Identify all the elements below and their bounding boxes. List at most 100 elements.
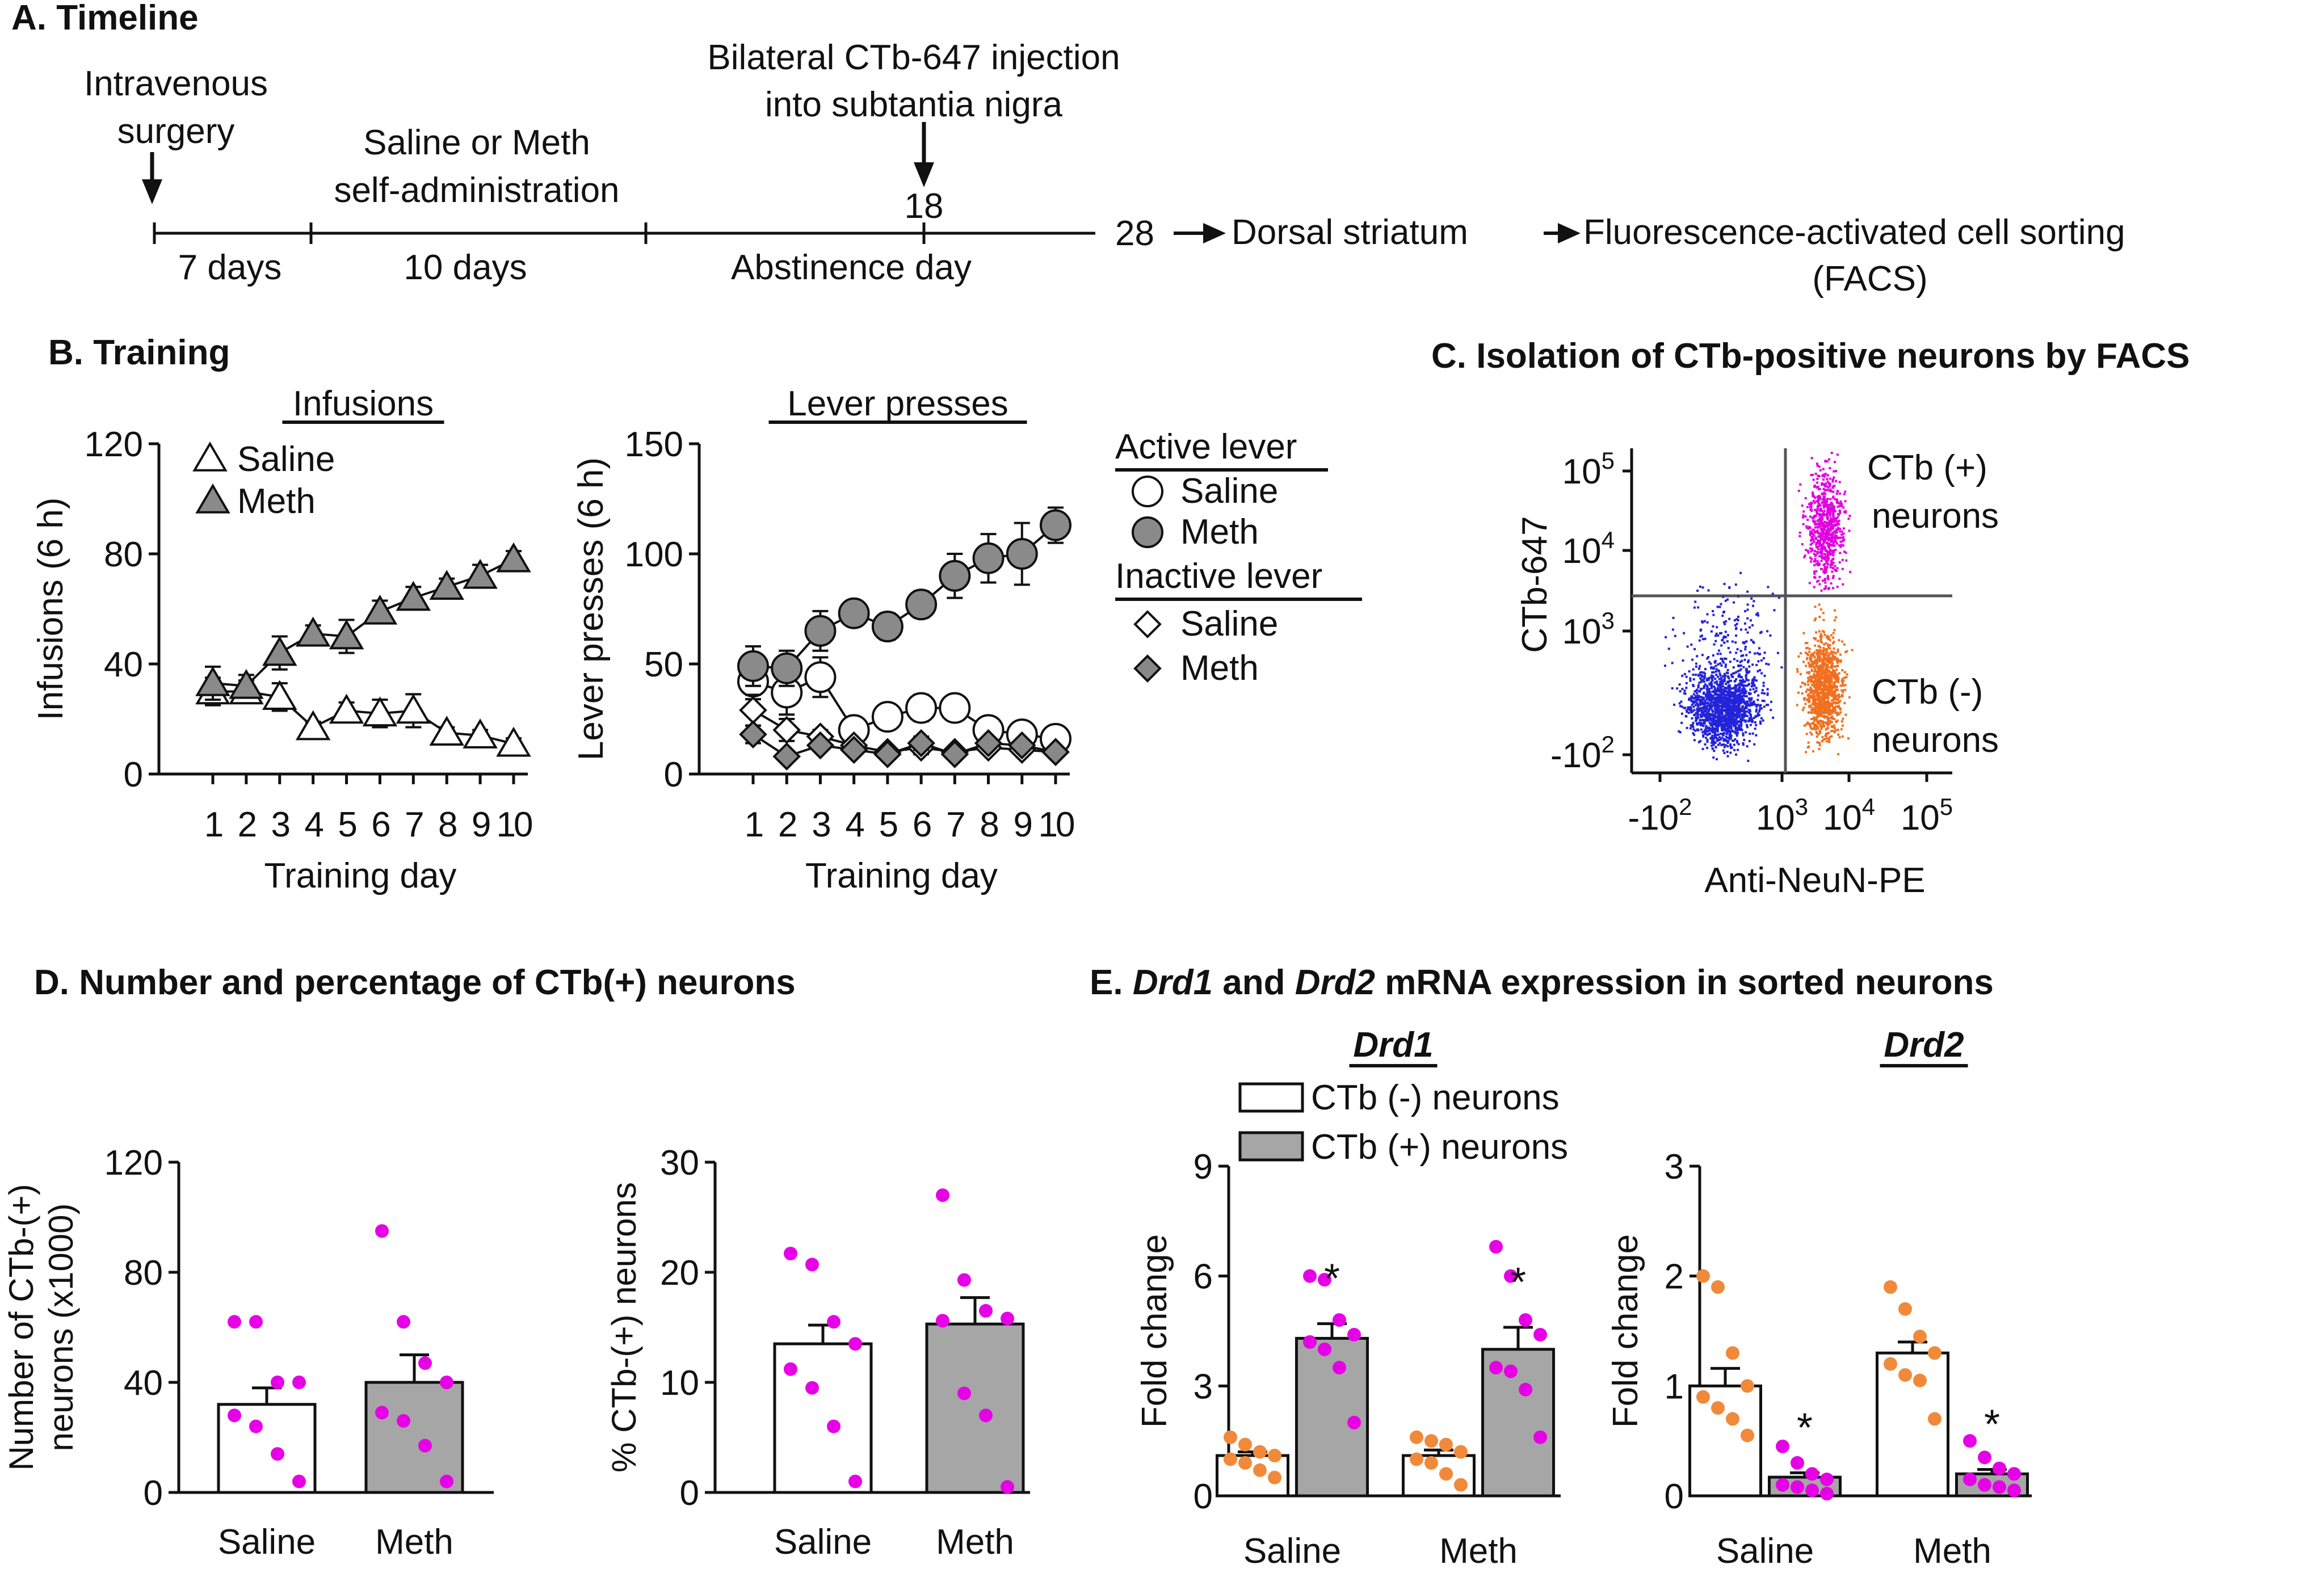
facs-event [1825, 571, 1827, 573]
facs-event [1809, 532, 1812, 535]
facs-event [1724, 738, 1727, 741]
facs-event [1831, 570, 1834, 573]
tick-exponent: 4 [1602, 527, 1615, 553]
facs-event [1807, 662, 1810, 665]
facs-event [1721, 659, 1724, 662]
facs-event [1714, 708, 1717, 711]
facs-event [1828, 670, 1831, 673]
facs-event [1692, 732, 1695, 735]
facs-event [1810, 557, 1813, 560]
data-dot [1820, 1487, 1834, 1501]
data-point [262, 636, 297, 666]
data-dot [228, 1315, 241, 1329]
facs-event [1825, 708, 1827, 710]
panel-e-title-a: E. [1090, 963, 1133, 1002]
facs-event [1726, 745, 1729, 748]
facs-event [1721, 727, 1724, 730]
facs-event [1823, 553, 1826, 556]
facs-event [1816, 719, 1818, 721]
facs-event [1722, 739, 1725, 742]
facs-event [1720, 657, 1722, 660]
facs-event [1806, 642, 1809, 645]
facs-event [1819, 731, 1822, 734]
facs-event [1740, 665, 1742, 667]
facs-event [1830, 657, 1833, 659]
facs-event [1709, 732, 1711, 735]
facs-event [1828, 458, 1830, 461]
facs-event [1679, 731, 1682, 734]
facs-event [1682, 659, 1684, 662]
y-tick-label: 3 [1665, 1147, 1684, 1187]
facs-event [1763, 692, 1766, 695]
facs-event [1748, 740, 1751, 742]
facs-event [1829, 647, 1831, 650]
facs-event [1810, 660, 1813, 663]
facs-event [1832, 665, 1834, 668]
facs-event [1828, 546, 1830, 549]
facs-event [1711, 730, 1713, 733]
facs-event [1823, 506, 1825, 509]
facs-event [1819, 513, 1822, 516]
facs-event [1766, 630, 1769, 633]
facs-event [1706, 696, 1709, 699]
facs-event [1828, 508, 1830, 511]
legend-label-saline: Saline [237, 440, 335, 479]
facs-event [1816, 542, 1818, 544]
facs-event [1692, 678, 1695, 681]
facs-event [1809, 665, 1812, 667]
facs-event [1770, 709, 1772, 712]
data-point [905, 588, 938, 621]
facs-event [1826, 566, 1829, 569]
facs-event [1813, 529, 1816, 532]
facs-event [1746, 617, 1749, 620]
data-dot [1533, 1430, 1547, 1444]
facs-event [1697, 708, 1700, 710]
facs-event [1716, 729, 1719, 731]
facs-event [1823, 571, 1826, 574]
facs-event [1818, 691, 1821, 694]
facs-event [1767, 663, 1770, 666]
facs-event [1825, 680, 1828, 683]
facs-event [1751, 663, 1754, 666]
facs-event [1840, 504, 1843, 507]
facs-event [1720, 716, 1722, 719]
facs-event [1812, 478, 1815, 481]
facs-event [1807, 741, 1810, 744]
facs-event [1827, 575, 1829, 578]
data-dot [1884, 1280, 1897, 1294]
facs-event [1817, 532, 1820, 535]
panel-e-title-and: and [1213, 963, 1295, 1002]
facs-event [1710, 683, 1713, 686]
facs-event [1692, 705, 1695, 708]
facs-event [1833, 647, 1835, 650]
facs-event [1827, 544, 1830, 546]
facs-event [1818, 747, 1821, 750]
facs-event [1685, 675, 1688, 678]
facs-event [1748, 670, 1751, 673]
facs-event [1705, 708, 1708, 710]
panel-d: D. Number and percentage of CTb(+) neuro… [2, 963, 1030, 1562]
facs-event [1687, 712, 1690, 714]
facs-event [1740, 680, 1743, 683]
facs-event [1738, 669, 1741, 672]
facs-event [1818, 616, 1821, 618]
facs-event [1839, 545, 1842, 548]
tick-base: 10 [1562, 532, 1602, 571]
facs-event [1694, 701, 1697, 704]
facs-event [1825, 659, 1828, 661]
facs-event [1708, 691, 1711, 694]
facs-event [1693, 709, 1696, 712]
facs-event [1837, 659, 1840, 662]
tick-exponent: 2 [1602, 731, 1615, 758]
facs-event [1713, 691, 1716, 694]
facs-event [1821, 697, 1824, 700]
facs-event [1817, 486, 1819, 489]
facs-event [1818, 503, 1821, 506]
facs-event [1699, 671, 1702, 674]
facs-event [1706, 686, 1709, 689]
facs-event [1672, 616, 1675, 619]
facs-event [1704, 668, 1707, 671]
facs-event [1809, 657, 1812, 659]
facs-event [1827, 644, 1830, 646]
